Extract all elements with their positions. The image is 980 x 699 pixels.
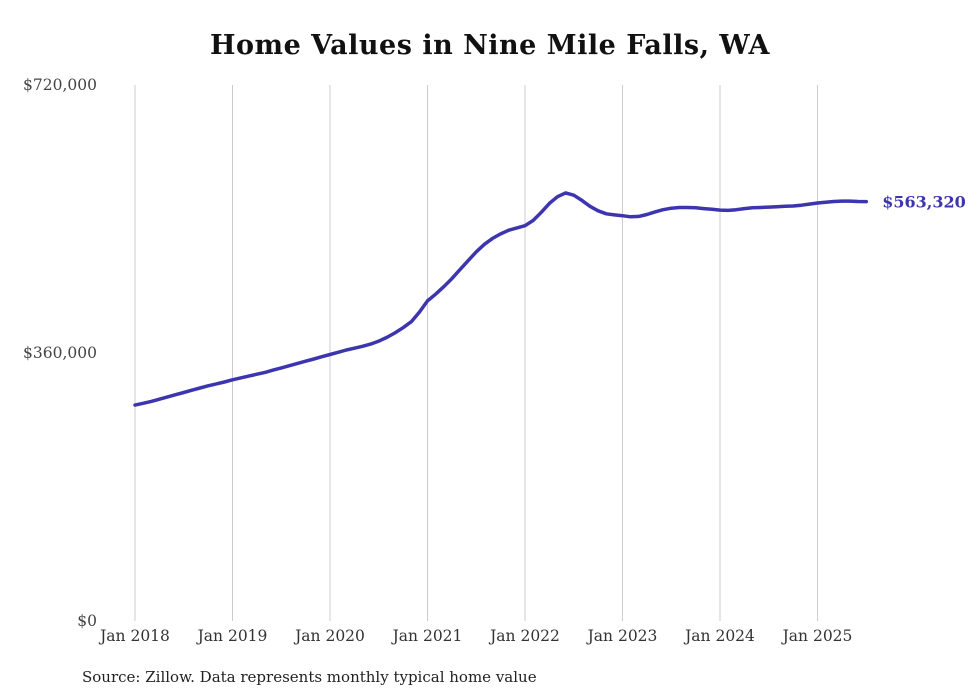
y-tick-label: $720,000	[23, 76, 97, 94]
x-tick-label: Jan 2023	[586, 627, 658, 645]
value-line	[133, 191, 869, 407]
x-tick-label: Jan 2021	[391, 627, 463, 645]
source-note: Source: Zillow. Data represents monthly …	[82, 668, 537, 686]
y-tick-label: $0	[77, 612, 97, 630]
x-tick-label: Jan 2019	[196, 627, 268, 645]
y-tick-label: $360,000	[23, 344, 97, 362]
x-tick-label: Jan 2025	[781, 627, 853, 645]
chart-title: Home Values in Nine Mile Falls, WA	[210, 30, 770, 61]
x-tick-label: Jan 2022	[488, 627, 560, 645]
gridlines	[134, 85, 818, 621]
x-tick-labels: Jan 2018 Jan 2019 Jan 2020 Jan 2021 Jan 2022…	[98, 627, 852, 645]
x-tick-label: Jan 2020	[293, 627, 365, 645]
y-tick-labels: $0 $360,000 $720,000	[23, 76, 97, 630]
x-tick-label: Jan 2024	[683, 627, 755, 645]
end-value-label: $563,320	[882, 193, 966, 212]
x-tick-label: Jan 2018	[98, 627, 170, 645]
